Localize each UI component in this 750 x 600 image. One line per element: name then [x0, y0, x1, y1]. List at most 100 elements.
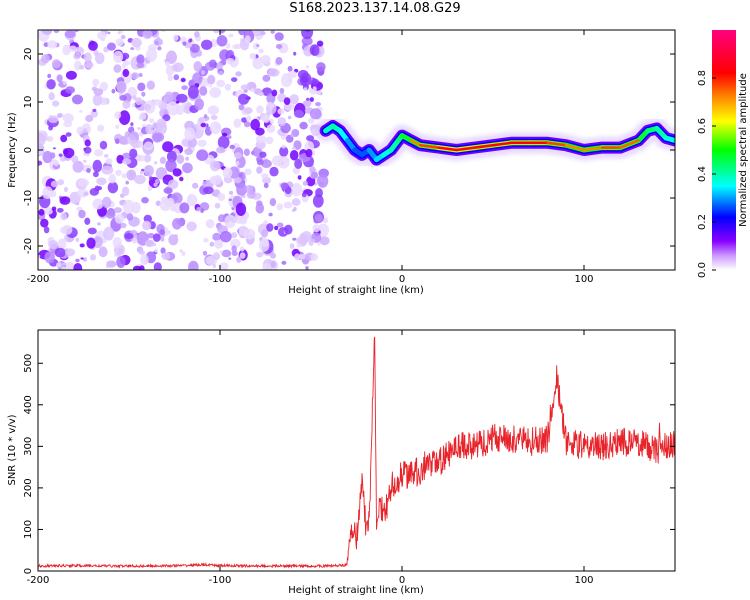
noise-blob — [62, 80, 67, 85]
noise-blob — [93, 171, 99, 178]
noise-blob — [209, 160, 221, 172]
noise-blob — [239, 252, 246, 259]
ridge-peak-segment — [437, 146, 458, 152]
noise-blob — [292, 146, 296, 150]
noise-blob — [86, 168, 91, 173]
noise-blob — [205, 219, 215, 229]
noise-blob — [186, 221, 197, 232]
noise-blob — [43, 42, 49, 47]
noise-blob — [113, 207, 123, 214]
colorbar-tick-label: 0.4 — [697, 166, 708, 182]
chart-title: S168.2023.137.14.08.G29 — [289, 1, 461, 16]
noise-blob — [297, 175, 302, 180]
noise-blob — [229, 144, 236, 150]
noise-blob — [214, 202, 221, 209]
noise-blob — [261, 229, 268, 238]
noise-blob — [80, 257, 84, 260]
noise-blob — [305, 148, 313, 158]
noise-blob — [82, 128, 88, 134]
noise-blob — [271, 89, 278, 97]
noise-blob — [294, 253, 301, 261]
noise-blob — [138, 142, 143, 149]
noise-blob — [181, 251, 186, 256]
noise-blob — [135, 97, 143, 106]
ridge-peak-segment — [564, 143, 586, 152]
noise-blob — [63, 186, 69, 193]
noise-blob — [228, 198, 232, 201]
noise-blob — [105, 158, 113, 165]
noise-blob — [228, 33, 234, 38]
noise-blob — [261, 173, 269, 179]
noise-blob — [256, 200, 263, 206]
noise-blob — [312, 86, 317, 92]
noise-blob — [51, 206, 57, 211]
y-tick-label: 300 — [23, 437, 34, 456]
noise-blob — [159, 156, 166, 164]
noise-blob — [310, 238, 316, 243]
noise-blob — [207, 105, 219, 115]
noise-blob — [203, 186, 214, 195]
noise-blob — [83, 146, 92, 154]
noise-blob — [244, 168, 252, 176]
spectrogram-xlabel: Height of straight line (km) — [288, 285, 424, 296]
noise-blob — [306, 97, 310, 101]
noise-blob — [83, 159, 87, 163]
noise-blob — [231, 250, 238, 256]
noise-blob — [225, 58, 235, 65]
noise-blob — [314, 213, 323, 223]
colorbar-tick-label: 0.2 — [697, 214, 708, 230]
noise-blob — [172, 218, 182, 230]
noise-blob — [210, 176, 214, 182]
y-tick-label: -20 — [23, 238, 34, 254]
noise-blob — [94, 52, 105, 65]
noise-blob — [143, 214, 152, 223]
noise-blob — [258, 48, 264, 54]
noise-blob — [222, 167, 233, 179]
noise-blob — [302, 180, 308, 186]
noise-blob — [269, 198, 277, 207]
noise-blob — [306, 176, 316, 187]
noise-blob — [94, 236, 99, 240]
noise-blob — [277, 108, 285, 115]
noise-blob — [97, 222, 101, 226]
noise-blob — [216, 35, 228, 47]
noise-blob — [63, 147, 75, 159]
noise-blob — [185, 156, 190, 161]
noise-blob — [71, 155, 79, 164]
noise-blob — [261, 114, 269, 122]
noise-blob — [130, 47, 135, 51]
noise-blob — [163, 180, 169, 184]
snr-frame — [37, 329, 676, 572]
noise-blob — [164, 91, 174, 103]
noise-blob — [153, 99, 163, 106]
noise-blob — [221, 249, 232, 258]
noise-blob — [114, 213, 125, 224]
noise-blob — [168, 179, 179, 190]
noise-blob — [48, 92, 55, 101]
noise-blob — [165, 61, 170, 67]
noise-blob — [232, 44, 238, 49]
noise-blob — [144, 165, 154, 177]
noise-region — [38, 30, 330, 270]
noise-blob — [274, 32, 284, 41]
y-tick-label: 100 — [23, 520, 34, 539]
noise-blob — [218, 70, 224, 76]
noise-blob — [319, 236, 330, 246]
noise-blob — [152, 132, 165, 142]
noise-blob — [309, 97, 314, 102]
noise-blob — [217, 241, 222, 247]
noise-blob — [115, 169, 122, 176]
noise-blob — [108, 173, 116, 184]
noise-blob — [197, 139, 207, 147]
x-tick-label: -100 — [209, 274, 232, 285]
noise-blob — [85, 61, 94, 69]
noise-blob — [201, 39, 213, 50]
noise-blob — [209, 241, 215, 247]
noise-blob — [86, 237, 96, 249]
noise-blob — [140, 254, 149, 265]
colorbar-tick-label: 0.8 — [697, 70, 708, 86]
noise-blob — [287, 70, 297, 79]
noise-blob — [110, 213, 115, 217]
noise-blob — [256, 105, 264, 114]
noise-blob — [73, 53, 81, 60]
